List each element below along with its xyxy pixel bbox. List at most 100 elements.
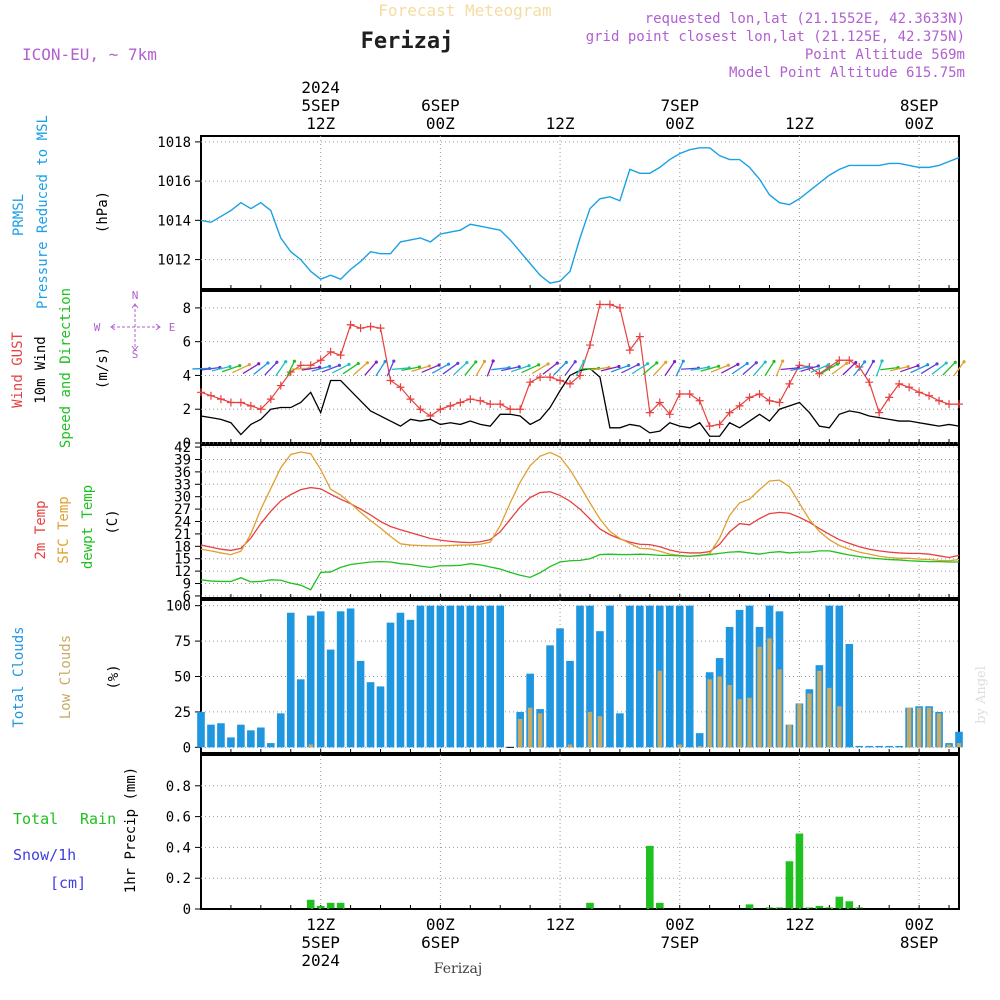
time-label-top: 00Z <box>426 114 455 133</box>
gust-point <box>346 320 355 329</box>
rain-bar <box>655 902 664 909</box>
gust-point <box>585 341 594 350</box>
gust-point <box>576 371 584 380</box>
low-cloud-bar <box>587 711 593 748</box>
total-cloud-bar <box>895 745 903 748</box>
model-name: ICON-EU, ~ 7km <box>22 45 157 64</box>
y-tick-label: 6 <box>183 589 191 605</box>
wind-arrow-head <box>275 360 279 364</box>
y-tick-label: 1014 <box>157 213 191 229</box>
y-tick-label: 75 <box>174 634 191 650</box>
total-cloud-bar <box>476 605 485 748</box>
gust-point <box>765 396 774 405</box>
total-cloud-bar <box>326 649 335 748</box>
low-cloud-bar <box>747 697 752 748</box>
temp-sfc-line <box>200 451 960 562</box>
gust-point <box>556 376 565 385</box>
low-cloud-bar <box>697 745 702 748</box>
time-label-top: 00Z <box>665 114 694 133</box>
wind-arrow-head <box>465 360 469 365</box>
y-tick-label: 0 <box>183 740 191 756</box>
gust-point <box>905 383 914 392</box>
gust-point <box>785 379 794 388</box>
wind-arrow-icon <box>242 363 260 375</box>
wind-arrow-head <box>627 363 631 368</box>
compass-e: E <box>169 321 176 334</box>
gust-point <box>466 395 475 404</box>
gust-point <box>506 405 515 414</box>
wind-arrow-icon <box>675 360 684 377</box>
grid-point: grid point closest lon,lat (21.125E, 42.… <box>586 29 965 45</box>
wind-label: 10m Wind <box>33 336 49 403</box>
total-cloud-bar <box>366 682 375 748</box>
temp-2m-line <box>200 486 960 559</box>
time-label-top: 8SEP <box>900 96 939 115</box>
rain-bar <box>775 907 784 909</box>
wind-arrow-icon <box>275 361 287 377</box>
wind-arrow-head <box>392 359 396 363</box>
total-cloud-bar <box>586 605 594 748</box>
location-title: Ferizaj <box>361 29 454 54</box>
wind-arrow-head <box>383 359 387 364</box>
gust-point <box>875 408 884 417</box>
snow-unit-label: [cm] <box>50 874 86 892</box>
wind-arrow-icon <box>790 366 809 372</box>
total-cloud-bar <box>217 723 225 748</box>
gust-point <box>456 398 465 407</box>
gust-point <box>705 422 714 431</box>
wind-arrow-icon <box>775 360 784 377</box>
wind-arrow-icon <box>931 362 947 375</box>
gust-point <box>216 395 225 404</box>
wind-arrow-head <box>474 360 478 364</box>
wind-arrow-icon <box>600 365 620 372</box>
wind-arrow-icon <box>564 361 576 376</box>
wind-arrow-head <box>707 365 711 369</box>
wind-arrow-icon <box>820 363 838 374</box>
wind-arrow-head <box>228 364 232 369</box>
y-tick-label: 0.2 <box>166 871 191 887</box>
low-cloud-bar <box>757 646 762 748</box>
low-cloud-bar <box>517 719 523 748</box>
wind-arrow-icon <box>753 361 766 376</box>
wind-arrow-head <box>926 363 930 367</box>
wind-arrow-icon <box>511 365 530 373</box>
y-tick-label: 36 <box>174 465 191 481</box>
wind-arrow-icon <box>842 362 857 376</box>
wind-arrow-head <box>337 363 342 367</box>
wind-arrow-head <box>247 363 251 367</box>
wind-arrow-head <box>427 364 431 368</box>
total-cloud-bar <box>636 605 644 748</box>
y-tick-label: 9 <box>183 577 191 593</box>
y-tick-label: 2 <box>183 402 191 418</box>
wind-arrow-icon <box>731 362 748 375</box>
rain-bar <box>306 899 315 909</box>
time-label-bottom: 7SEP <box>660 933 699 952</box>
wind-arrow-icon <box>810 364 829 373</box>
wind-arrow-icon <box>431 363 449 374</box>
low-cloud-bar <box>926 707 932 748</box>
compass-rose-icon <box>110 303 161 351</box>
gust-point <box>895 379 904 388</box>
total-cloud-bar <box>456 605 465 748</box>
wind-arrow-head <box>916 364 920 368</box>
total-cloud-bar <box>446 605 455 748</box>
wind-arrow-head <box>446 362 451 366</box>
wind-arrow-head <box>953 360 957 364</box>
time-label-top: 5SEP <box>301 96 340 115</box>
total-cloud-bar <box>835 605 844 748</box>
gust-point <box>266 395 275 404</box>
pressure-unit-label: (hPa) <box>95 191 111 233</box>
wind-arrow-head <box>726 363 730 367</box>
wind-arrow-icon <box>900 365 919 373</box>
wind-arrow-icon <box>764 361 775 377</box>
wind-arrow-head <box>555 361 559 365</box>
total-cloud-bar <box>596 631 604 748</box>
snow-label: Snow/1h <box>13 846 76 864</box>
panel-frame <box>200 754 960 910</box>
gust-point <box>815 369 824 378</box>
gust-point <box>885 393 894 402</box>
wind-arrow-head <box>835 362 840 366</box>
total-cloud-bar <box>865 745 874 748</box>
rain-bar <box>855 907 864 909</box>
